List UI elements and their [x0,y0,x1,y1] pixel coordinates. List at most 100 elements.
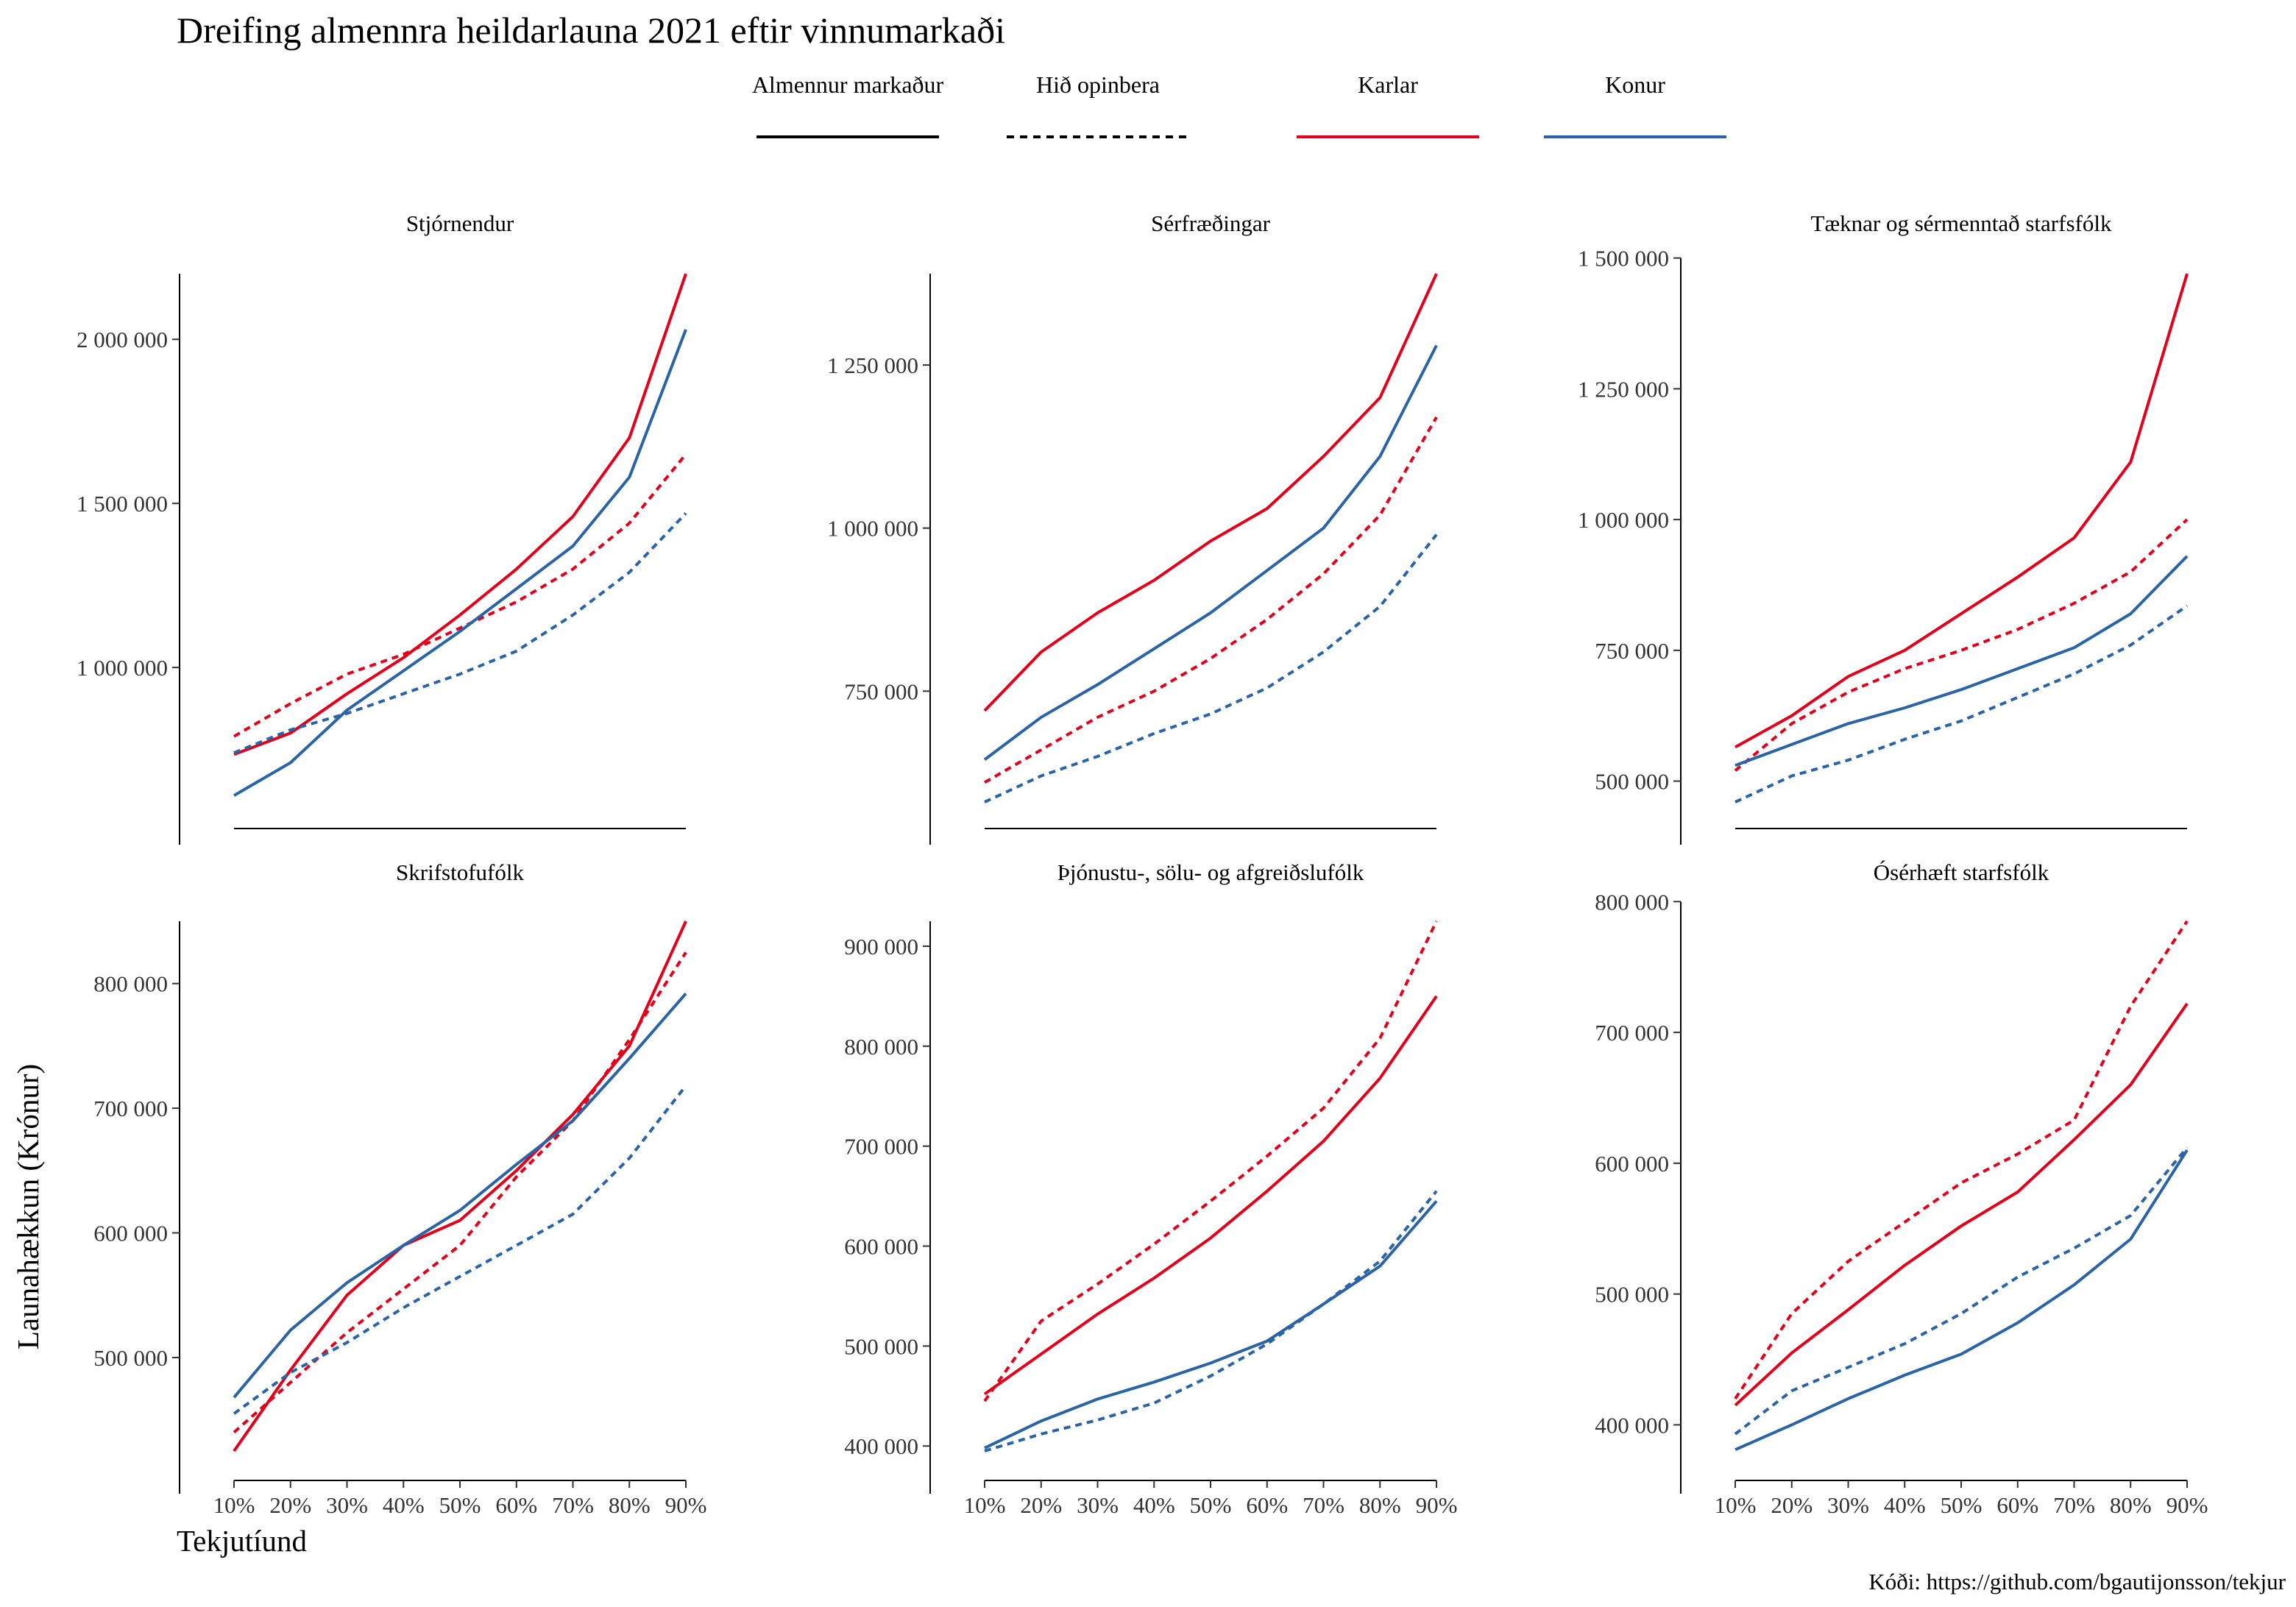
legend-label-almennur-marka-ur: Almennur markaður [752,71,944,98]
series-line-konur-hi-opinbera [233,1085,687,1415]
x-tick-label: 40% [1133,1492,1175,1518]
x-tick-label: 20% [1020,1492,1062,1518]
series-line-konur-hi-opinbera [1734,1146,2189,1436]
series-line-karlar-hi-opinbera [233,453,687,738]
series-line-konur-almennur-marka-ur [984,1200,1438,1450]
series-line-karlar-hi-opinbera [984,416,1438,784]
series-line-konur-almennur-marka-ur [1735,1149,2189,1452]
x-tick-label: 70% [552,1492,594,1518]
x-tick-label: 60% [495,1492,537,1518]
series-line-konur-almennur-marka-ur [233,329,687,797]
series-line-konur-hi-opinbera [984,1190,1438,1452]
y-tick-label: 1 500 000 [77,491,168,517]
series-line-konur-almennur-marka-ur [233,992,687,1399]
series-line-konur-almennur-marka-ur [1735,555,2189,767]
y-axis-title: Launahækkun (Krónur) [11,1064,45,1349]
legend-label-konur: Konur [1605,71,1665,98]
y-tick-label: 800 000 [844,1034,918,1060]
y-tick-label: 600 000 [93,1221,168,1246]
y-tick-label: 750 000 [1595,638,1669,664]
x-tick-label: 60% [1996,1492,2038,1518]
y-tick-label: 800 000 [93,971,168,997]
series-line-karlar-almennur-marka-ur [983,995,1438,1396]
series-line-konur-almennur-marka-ur [983,344,1438,762]
panel-serfr-ingar: Sérfræðingar 750 000 1 000 000 1 250 000 [827,210,1438,845]
x-tick-label: 50% [439,1492,481,1518]
y-tick-label: 1 250 000 [827,352,918,378]
y-tick-label: 1 250 000 [1578,376,1669,402]
y-tick-label: 500 000 [93,1345,168,1371]
y-tick-label: 700 000 [844,1134,918,1160]
series-line-konur-hi-opinbera [233,512,687,754]
series-line-konur-hi-opinbera [1735,604,2189,804]
y-tick-label: 2 000 000 [77,327,168,352]
panel-oserh-ft-starfsfolk: Ósérhæft starfsfólk 400 000 500 000 600 000… [1595,859,2208,1518]
x-axis-title: Tekjutíund [177,1524,307,1558]
panel-title: Skrifstofufólk [396,859,524,885]
y-tick-label: 1 000 000 [77,655,168,681]
panel-stjornendur: Stjórnendur 1 000 000 1 500 000 2 000 000 [77,210,687,845]
y-tick-label: 800 000 [1595,889,1669,915]
y-tick-label: 500 000 [1595,1282,1669,1308]
panel-title: Stjórnendur [406,210,514,236]
y-tick-label: 600 000 [844,1234,918,1260]
y-tick-label: 400 000 [1595,1412,1669,1438]
series-line-karlar-hi-opinbera [983,920,1438,1402]
x-tick-label: 90% [2166,1492,2208,1518]
series-line-karlar-hi-opinbera [233,951,687,1434]
x-tick-label: 10% [1715,1492,1757,1518]
x-tick-label: 70% [2053,1492,2095,1518]
x-tick-label: 90% [1416,1492,1458,1518]
y-tick-label: 400 000 [844,1433,918,1459]
panel-title: Sérfræðingar [1151,210,1271,236]
legend: Almennur markaður Hið opinbera Karlar Konur [752,71,1726,138]
y-tick-label: 500 000 [1595,769,1669,795]
y-tick-label: 900 000 [844,934,918,959]
y-tick-label: 1 000 000 [1578,507,1669,533]
y-tick-label: 1 500 000 [1578,246,1669,272]
x-tick-label: 40% [383,1492,425,1518]
series-line-konur-hi-opinbera [984,533,1438,804]
facet-panels: Stjórnendur 1 000 000 1 500 000 2 000 000 Sé… [77,210,2208,1518]
x-tick-label: 50% [1190,1492,1232,1518]
x-tick-label: 20% [1771,1492,1813,1518]
x-tick-label: 10% [964,1492,1006,1518]
chart-title: Dreifing almennra heildarlauna 2021 efti… [177,10,1005,51]
panel-title: Ósérhæft starfsfólk [1874,859,2049,885]
caption: Kóði: https://github.com/bgautijonsson/t… [1868,1569,2286,1594]
x-tick-label: 20% [269,1492,311,1518]
x-tick-label: 80% [2110,1492,2152,1518]
x-tick-label: 30% [1827,1492,1869,1518]
series-line-karlar-almennur-marka-ur [233,273,687,756]
x-tick-label: 10% [213,1492,255,1518]
x-tick-label: 80% [609,1492,651,1518]
series-line-karlar-almennur-marka-ur [1734,1002,2189,1407]
legend-label-hi-opinbera: Hið opinbera [1036,71,1160,98]
x-tick-label: 80% [1359,1492,1401,1518]
series-line-karlar-hi-opinbera [1734,518,2189,772]
x-tick-label: 70% [1303,1492,1344,1518]
y-tick-label: 500 000 [844,1333,918,1359]
series-line-karlar-almennur-marka-ur [233,920,687,1452]
y-tick-label: 600 000 [1595,1151,1669,1177]
panel-title: Þjónustu-, sölu- og afgreiðslufólk [1057,859,1364,885]
panel-title: Tæknar og sérmenntað starfsfólk [1811,210,2112,236]
y-tick-label: 700 000 [93,1096,168,1121]
y-tick-label: 700 000 [1595,1020,1669,1046]
y-tick-label: 1 000 000 [827,516,918,542]
series-line-karlar-hi-opinbera [1734,920,2189,1400]
legend-label-karlar: Karlar [1358,71,1418,98]
x-tick-label: 60% [1246,1492,1288,1518]
panel-t-knar-og-sermennta-starfsfolk: Tæknar og sérmenntað starfsfólk 500 000 75… [1578,210,2189,845]
series-line-karlar-almennur-marka-ur [983,273,1438,712]
x-tick-label: 40% [1884,1492,1926,1518]
x-tick-label: 50% [1941,1492,1983,1518]
x-tick-label: 30% [1077,1492,1119,1518]
panel-skrifstofufolk: Skrifstofufólk 500 000 600 000 700 000 800 0… [93,859,706,1518]
panel-jonustu-solu-og-afgrei-slufolk: Þjónustu-, sölu- og afgreiðslufólk 400 00… [844,859,1457,1518]
y-tick-label: 750 000 [844,678,918,704]
x-tick-label: 90% [665,1492,707,1518]
series-line-karlar-almennur-marka-ur [1735,273,2189,749]
x-tick-label: 30% [326,1492,368,1518]
